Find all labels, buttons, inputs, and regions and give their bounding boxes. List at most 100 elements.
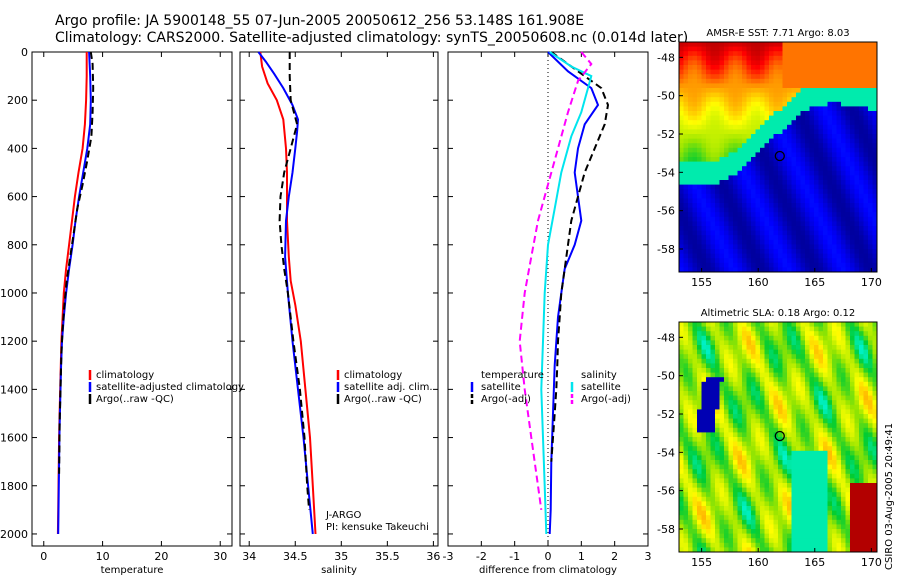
map-cell xyxy=(679,409,685,415)
map-cell xyxy=(710,166,716,172)
map-cell xyxy=(755,170,761,176)
map-cell xyxy=(688,207,694,213)
map-cell xyxy=(791,418,797,424)
map-cell xyxy=(769,414,775,420)
map-cell xyxy=(764,381,770,387)
map-cell xyxy=(814,46,820,52)
map-cell xyxy=(688,83,694,89)
map-cell xyxy=(850,92,856,98)
map-cell xyxy=(724,193,730,199)
map-cell xyxy=(863,83,869,89)
map-cell xyxy=(701,138,707,144)
map-cell xyxy=(836,69,842,75)
legend-label-temperature: climatology xyxy=(96,370,154,381)
map-cell xyxy=(787,542,793,548)
map-cell xyxy=(832,78,838,84)
map-cell xyxy=(823,101,829,107)
legend-heading-difference: salinity xyxy=(581,370,617,381)
map-cell xyxy=(854,65,860,71)
map-cell xyxy=(845,267,851,272)
map-cell xyxy=(683,381,689,387)
map-cell xyxy=(836,418,842,424)
map-cell xyxy=(872,340,877,346)
map-cell xyxy=(764,483,770,489)
map-cell xyxy=(854,226,860,232)
map-cell xyxy=(683,262,689,268)
map-cell xyxy=(769,450,775,456)
map-cell xyxy=(787,60,793,66)
map-cell xyxy=(733,143,739,149)
map-cell xyxy=(719,267,725,272)
map-cell xyxy=(791,106,797,112)
map-cell xyxy=(751,143,757,149)
map-cell xyxy=(746,437,752,443)
map-cell xyxy=(814,409,820,415)
map-cell xyxy=(737,487,743,493)
map-cell xyxy=(773,180,779,186)
legend-label-salinity: satellite adj. clim. xyxy=(344,382,433,393)
map-cell xyxy=(746,322,752,328)
map-cell xyxy=(863,345,869,351)
map-cell xyxy=(814,216,820,222)
map-cell xyxy=(764,253,770,259)
map-cell xyxy=(688,46,694,52)
map-cell xyxy=(683,157,689,163)
map-cell xyxy=(814,124,820,130)
map-cell xyxy=(787,515,793,521)
map-cell xyxy=(751,547,757,552)
map-cell xyxy=(733,487,739,493)
map-cell xyxy=(692,55,698,61)
map-cell xyxy=(850,193,856,199)
map-cell xyxy=(859,88,865,94)
map-cell xyxy=(836,175,842,181)
map-cell xyxy=(737,147,743,153)
map-cell xyxy=(854,221,860,227)
map-cell xyxy=(814,418,820,424)
map-cell xyxy=(872,386,877,392)
map-cell xyxy=(823,368,829,374)
map-cell xyxy=(791,354,797,360)
annotation-line-1: J-ARGO xyxy=(325,510,362,521)
map-cell xyxy=(728,101,734,107)
map-cell xyxy=(778,386,784,392)
map-cell xyxy=(701,184,707,190)
map-cell xyxy=(724,349,730,355)
map-cell xyxy=(827,335,833,341)
map-cell xyxy=(715,538,721,544)
map-cell xyxy=(742,92,748,98)
map-cell xyxy=(850,418,856,424)
map-cell xyxy=(697,460,703,466)
map-cell xyxy=(755,464,761,470)
map-cell xyxy=(791,450,797,456)
map-cell xyxy=(737,358,743,364)
map-cell xyxy=(859,69,865,75)
map-cell xyxy=(773,161,779,167)
map-cell xyxy=(841,65,847,71)
map-cell xyxy=(854,60,860,66)
map-cell xyxy=(683,212,689,218)
map-cell xyxy=(701,101,707,107)
map-cell xyxy=(836,381,842,387)
map-cell xyxy=(809,515,815,521)
map-cell xyxy=(868,473,874,479)
map-cell xyxy=(791,478,797,484)
map-cell xyxy=(710,138,716,144)
map-cell xyxy=(800,423,806,429)
map-cell xyxy=(773,478,779,484)
map-cell xyxy=(787,423,793,429)
map-cell xyxy=(854,349,860,355)
map-cell xyxy=(688,377,694,383)
map-cell xyxy=(751,469,757,475)
map-cell xyxy=(796,529,802,535)
map-cell xyxy=(778,74,784,80)
map-cell xyxy=(832,524,838,530)
map-cell xyxy=(863,216,869,222)
map-cell xyxy=(800,143,806,149)
map-cell xyxy=(724,46,730,52)
map-cell xyxy=(805,221,811,227)
map-cell xyxy=(742,519,748,525)
map-cell xyxy=(787,460,793,466)
map-cell xyxy=(800,203,806,209)
map-cell xyxy=(859,524,865,530)
map-cell xyxy=(832,469,838,475)
